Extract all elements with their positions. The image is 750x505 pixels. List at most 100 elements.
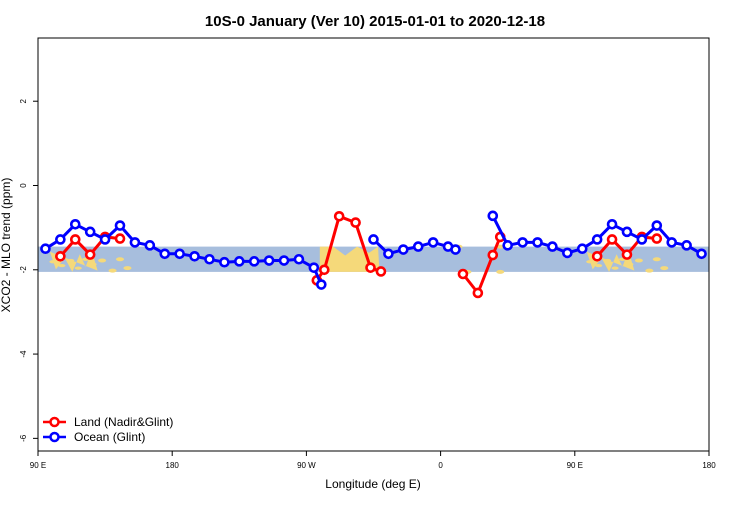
map-island-2: [67, 258, 75, 263]
series-1: [40, 210, 707, 290]
series-1-point-0-9: [174, 248, 185, 260]
series-1-point-0-10: [189, 250, 200, 262]
series-0-point-0-0: [55, 250, 66, 262]
map-island-6: [586, 260, 594, 264]
map-land-new-guinea-repeat-1: [645, 268, 654, 273]
series-1-point-0-15: [263, 255, 275, 266]
map-island-3: [74, 266, 82, 270]
series-0-point-1-4: [365, 262, 376, 273]
series-1-point-2-2: [517, 237, 528, 248]
series-1-point-1-1: [383, 248, 394, 260]
series-1-point-2-12: [666, 237, 678, 248]
map-island-5: [89, 262, 97, 266]
series-1-point-2-8: [606, 218, 618, 230]
map-land-new-guinea-2: [116, 257, 125, 262]
map-island-7: [595, 263, 603, 268]
y-tick-label-4: -6: [19, 434, 28, 442]
map-land-new-guinea-0: [98, 258, 107, 263]
series-1-point-0-18: [308, 262, 320, 273]
series-0-point-3-1: [606, 234, 618, 245]
series-0-point-2-1: [472, 287, 484, 299]
series-0-point-2-2: [487, 249, 499, 261]
series-1-point-2-5: [562, 247, 573, 259]
map-island-8: [604, 258, 612, 263]
legend-marker-ocean: [49, 431, 60, 443]
series-1-point-2-6: [576, 243, 588, 255]
series-0-point-3-2: [621, 249, 633, 260]
series-1-point-0-0: [40, 243, 51, 255]
series-1-point-2-14: [696, 248, 707, 260]
series-1-point-1-0: [368, 234, 379, 245]
series-1-point-0-12: [219, 256, 230, 268]
x-axis-label: Longitude (deg E): [325, 477, 420, 491]
x-tick-label-0: 90 E: [30, 461, 46, 470]
series-0-point-0-2: [84, 249, 96, 260]
map-land-new-guinea-repeat-2: [652, 257, 661, 262]
series-1-point-1-3: [412, 241, 424, 252]
series-1-point-0-13: [234, 256, 245, 267]
plot-frame: [37, 37, 710, 452]
map-island-11: [626, 262, 634, 266]
series-1-point-0-2: [69, 218, 81, 230]
x-axis: 90 E 180 90 W 0 90 E 180: [30, 451, 716, 470]
map-land-indonesia: [49, 250, 98, 272]
legend-label-ocean: Ocean (Glint): [74, 430, 145, 444]
series-0-point-3-4: [651, 233, 663, 244]
x-tick-label-2: 90 W: [297, 461, 316, 470]
series-1-point-1-6: [450, 244, 461, 255]
map-land-new-guinea-1: [108, 268, 117, 273]
series-1-point-0-14: [248, 256, 260, 267]
series-1-point-2-4: [547, 241, 558, 252]
map-island-1: [58, 263, 66, 268]
series-1-point-0-19: [316, 279, 327, 290]
series-0-point-0-4: [114, 233, 126, 244]
series-0-point-3-0: [591, 250, 603, 262]
series-0-point-0-1: [69, 234, 81, 245]
map-island-0: [49, 260, 57, 264]
series-1-point-0-16: [278, 255, 290, 266]
legend-label-land: Land (Nadir&Glint): [74, 415, 173, 429]
series-1-point-2-3: [532, 237, 543, 248]
series-1-point-2-0: [487, 210, 499, 222]
series-1-point-0-6: [129, 237, 141, 248]
x-tick-label-4: 90 E: [567, 461, 583, 470]
series-0-point-1-5: [375, 266, 387, 277]
y-axis: 2 0 -2 -4 -6: [19, 98, 38, 442]
map-land-new-guinea-repeat-3: [660, 266, 669, 271]
map-island-9: [611, 266, 619, 270]
map-land-africa-2: [496, 269, 505, 274]
legend-entry-ocean: Ocean (Glint): [43, 430, 145, 444]
series-0-point-1-3: [350, 217, 361, 228]
legend-marker-land: [49, 416, 60, 428]
series-0-point-2-0: [457, 268, 469, 280]
series-1-point-0-8: [159, 248, 171, 260]
series-1-point-2-10: [636, 234, 648, 245]
y-tick-label-3: -4: [19, 350, 28, 358]
map-land-new-guinea-3: [123, 266, 132, 271]
x-tick-label-1: 180: [166, 461, 180, 470]
series-1-point-2-13: [681, 240, 692, 251]
x-tick-label-3: 0: [438, 461, 443, 470]
x-tick-label-5: 180: [702, 461, 716, 470]
legend-entry-land: Land (Nadir&Glint): [43, 415, 173, 429]
series-1-point-0-7: [144, 240, 156, 251]
y-tick-label-0: 2: [19, 98, 28, 103]
series-1-point-2-1: [502, 240, 514, 251]
series-1-point-0-1: [55, 234, 66, 245]
map-land-new-guinea-repeat-0: [634, 258, 643, 263]
series-1-point-2-11: [651, 220, 663, 231]
legend: Land (Nadir&Glint) Ocean (Glint): [43, 415, 173, 444]
series-0-point-1-2: [333, 210, 345, 222]
y-axis-label: XCO2 - MLO trend (ppm): [0, 178, 13, 313]
series-1-point-1-4: [427, 237, 439, 248]
y-tick-label-1: 0: [19, 183, 28, 188]
series-layer: [40, 210, 707, 299]
series-1-point-2-9: [621, 226, 633, 238]
series-1-point-2-7: [591, 234, 603, 245]
series-1-point-1-2: [398, 244, 409, 255]
series-1-point-0-17: [293, 253, 305, 265]
series-1-point-0-5: [114, 220, 126, 231]
series-1-point-0-3: [84, 226, 96, 238]
